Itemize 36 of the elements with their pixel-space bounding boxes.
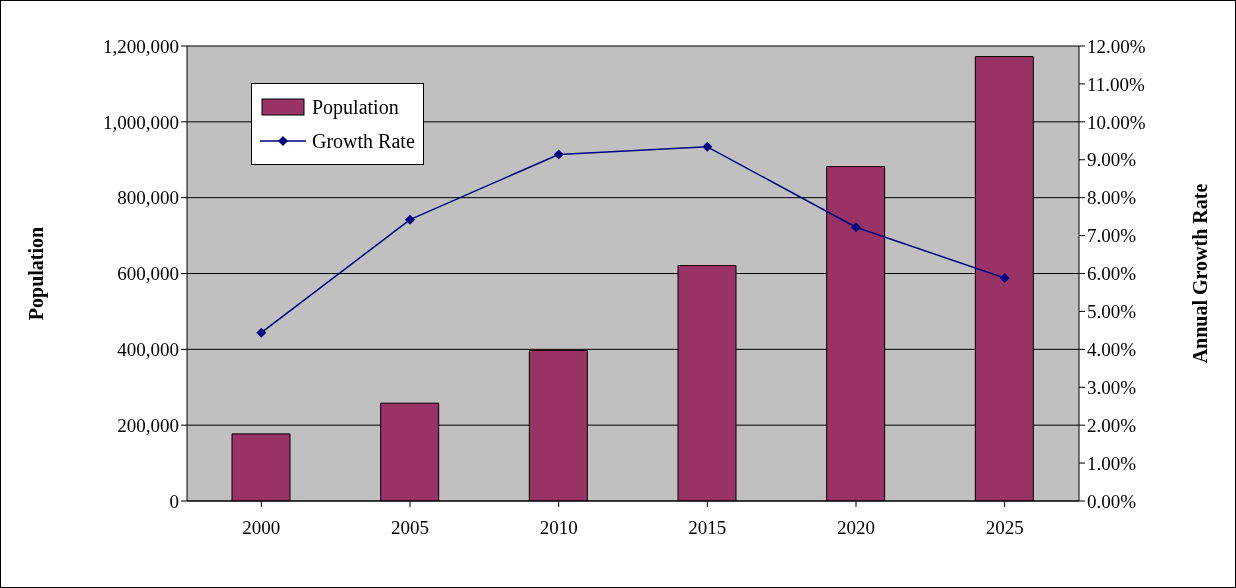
legend-label: Population	[312, 95, 399, 119]
point	[999, 273, 1010, 284]
y2-axis-title: Annual Growth Rate	[1189, 183, 1212, 364]
legend-label: Growth Rate	[312, 129, 415, 153]
x-tick-label: 2020	[837, 517, 875, 539]
y2-tick-label: 5.00%	[1087, 301, 1137, 323]
point	[256, 327, 267, 338]
y2-tick-label: 3.00%	[1087, 376, 1137, 398]
y-tick-label: 400,000	[117, 339, 179, 361]
y-tick-label: 1,000,000	[103, 111, 179, 133]
y2-tick-label: 10.00%	[1087, 111, 1146, 133]
y2-tick-label: 4.00%	[1087, 339, 1137, 361]
x-tick-label: 2000	[242, 517, 281, 539]
y-axis-title: Population	[25, 226, 49, 321]
point	[405, 214, 415, 225]
point	[553, 149, 564, 160]
y2-tick-label: 12.00%	[1087, 35, 1146, 57]
y2-tick-label: 1.00%	[1087, 452, 1137, 474]
y2-tick-label: 11.00%	[1087, 73, 1146, 95]
y2-tick-label: 6.00%	[1087, 263, 1137, 285]
point	[702, 141, 713, 152]
point	[851, 222, 861, 233]
y-tick-label: 0	[169, 490, 179, 512]
x-tick-label: 2015	[688, 517, 727, 539]
x-tick-label: 2010	[539, 517, 578, 539]
y2-tick-label: 8.00%	[1087, 187, 1137, 209]
y2-tick-label: 9.00%	[1087, 149, 1137, 171]
x-tick-label: 2005	[391, 517, 429, 539]
y2-tick-label: 7.00%	[1087, 225, 1137, 247]
y-tick-label: 1,200,000	[103, 35, 179, 57]
y-tick-label: 200,000	[117, 414, 179, 436]
x-tick-label: 2025	[985, 517, 1024, 539]
y-tick-label: 600,000	[117, 263, 179, 285]
y2-tick-label: 2.00%	[1087, 414, 1137, 436]
y-tick-label: 800,000	[117, 187, 179, 209]
y2-tick-label: 0.00%	[1087, 490, 1137, 512]
